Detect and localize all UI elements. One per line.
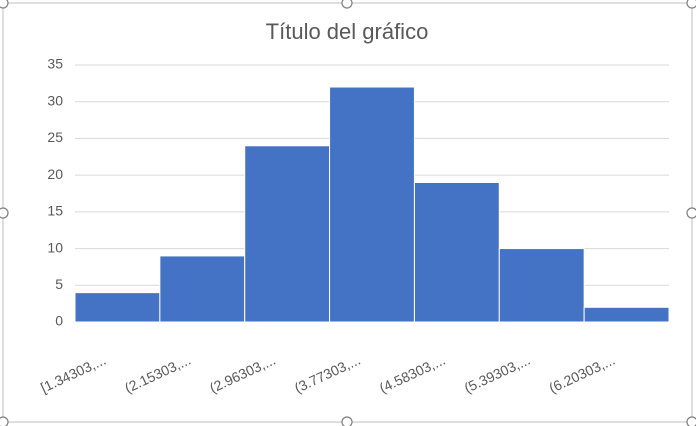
y-tick-label: 30 (47, 92, 63, 108)
y-tick-label: 25 (47, 129, 63, 145)
handle[interactable] (686, 0, 696, 9)
handle[interactable] (0, 0, 9, 9)
y-tick-label: 20 (47, 166, 63, 182)
chart-title: Título del gráfico (266, 19, 429, 44)
y-tick-label: 35 (47, 56, 63, 72)
bar (244, 145, 331, 323)
handle[interactable] (686, 207, 696, 219)
y-tick-label: 15 (47, 203, 63, 219)
handle[interactable] (686, 416, 696, 426)
bar (583, 306, 670, 323)
handle[interactable] (341, 416, 353, 426)
bar (159, 255, 246, 323)
handle[interactable] (341, 0, 353, 9)
handle[interactable] (0, 207, 9, 219)
y-tick-label: 5 (55, 276, 63, 292)
bar (413, 181, 500, 323)
y-tick-label: 0 (55, 313, 63, 329)
bar (74, 292, 161, 323)
handle[interactable] (0, 416, 9, 426)
bar (498, 248, 585, 323)
y-tick-label: 10 (47, 239, 63, 255)
bar (329, 86, 415, 323)
